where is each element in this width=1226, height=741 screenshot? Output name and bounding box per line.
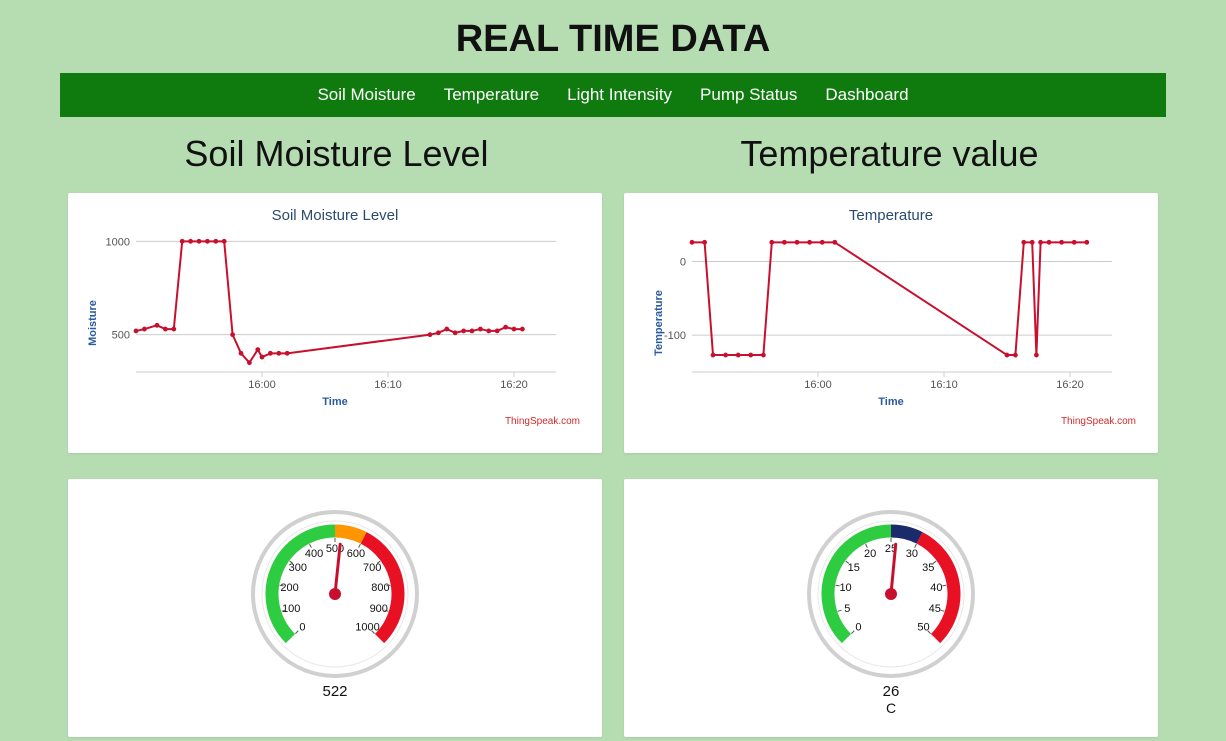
temperature-gauge-unit: C: [886, 700, 896, 716]
moisture-gauge-value: 522: [322, 683, 347, 700]
section-title-temperature: Temperature value: [613, 125, 1166, 185]
svg-text:50: 50: [917, 622, 929, 634]
moisture-gauge: 01002003004005006007008009001000: [245, 499, 425, 679]
svg-text:900: 900: [370, 603, 388, 615]
nav-light-intensity[interactable]: Light Intensity: [567, 85, 672, 105]
temperature-chart-title: Temperature: [642, 207, 1140, 224]
svg-text:300: 300: [289, 562, 307, 574]
svg-text:10: 10: [839, 582, 851, 594]
nav-temperature[interactable]: Temperature: [444, 85, 539, 105]
temperature-gauge-value: 26: [883, 683, 900, 700]
moisture-gauge-card: 01002003004005006007008009001000 522: [68, 479, 602, 737]
temperature-x-label: Time: [642, 396, 1140, 408]
nav-soil-moisture[interactable]: Soil Moisture: [317, 85, 415, 105]
navbar: Soil Moisture Temperature Light Intensit…: [60, 73, 1166, 117]
temperature-chart: -100 0 16:00 16:10 16:20: [642, 224, 1122, 394]
moisture-chart: 500 1000 16:00 16:10 16:20: [86, 224, 566, 394]
page-title: REAL TIME DATA: [0, 0, 1226, 73]
svg-text:-100: -100: [664, 330, 686, 342]
svg-text:0: 0: [855, 622, 861, 634]
svg-text:5: 5: [844, 603, 850, 615]
svg-text:16:10: 16:10: [930, 379, 958, 391]
section-title-moisture: Soil Moisture Level: [60, 125, 613, 185]
svg-text:1000: 1000: [106, 236, 130, 248]
svg-text:15: 15: [848, 562, 860, 574]
svg-text:40: 40: [930, 582, 942, 594]
moisture-x-label: Time: [86, 396, 584, 408]
nav-pump-status[interactable]: Pump Status: [700, 85, 797, 105]
svg-text:16:20: 16:20: [500, 379, 528, 391]
moisture-chart-card: Soil Moisture Level Moisture 500 1000 16:0…: [68, 193, 602, 453]
svg-text:1000: 1000: [355, 622, 379, 634]
svg-text:700: 700: [363, 562, 381, 574]
thingspeak-credit: ThingSpeak.com: [505, 416, 580, 427]
temperature-gauge-card: 05101520253035404550 26 C: [624, 479, 1158, 737]
svg-text:16:10: 16:10: [374, 379, 402, 391]
svg-text:0: 0: [680, 256, 686, 268]
svg-text:200: 200: [280, 582, 298, 594]
svg-text:500: 500: [112, 330, 130, 342]
temperature-gauge: 05101520253035404550: [801, 499, 981, 679]
svg-text:400: 400: [305, 548, 323, 560]
svg-text:20: 20: [864, 548, 876, 560]
svg-text:16:00: 16:00: [248, 379, 276, 391]
svg-text:16:00: 16:00: [804, 379, 832, 391]
temperature-chart-card: Temperature Temperature -100 0 16:00 16:10 1…: [624, 193, 1158, 453]
svg-text:45: 45: [929, 603, 941, 615]
section-titles: Soil Moisture Level Temperature value: [60, 125, 1166, 185]
svg-text:800: 800: [371, 582, 389, 594]
svg-text:30: 30: [906, 548, 918, 560]
svg-text:35: 35: [922, 562, 934, 574]
temperature-y-label: Temperature: [653, 290, 665, 356]
nav-dashboard[interactable]: Dashboard: [825, 85, 908, 105]
dashboard-grid: Soil Moisture Level Moisture 500100016:0…: [68, 193, 1158, 737]
svg-text:600: 600: [347, 548, 365, 560]
svg-text:16:20: 16:20: [1056, 379, 1084, 391]
svg-text:0: 0: [299, 622, 305, 634]
moisture-chart-title: Soil Moisture Level: [86, 207, 584, 224]
moisture-y-label: Moisture: [87, 300, 99, 346]
svg-text:100: 100: [282, 603, 300, 615]
thingspeak-credit: ThingSpeak.com: [1061, 416, 1136, 427]
